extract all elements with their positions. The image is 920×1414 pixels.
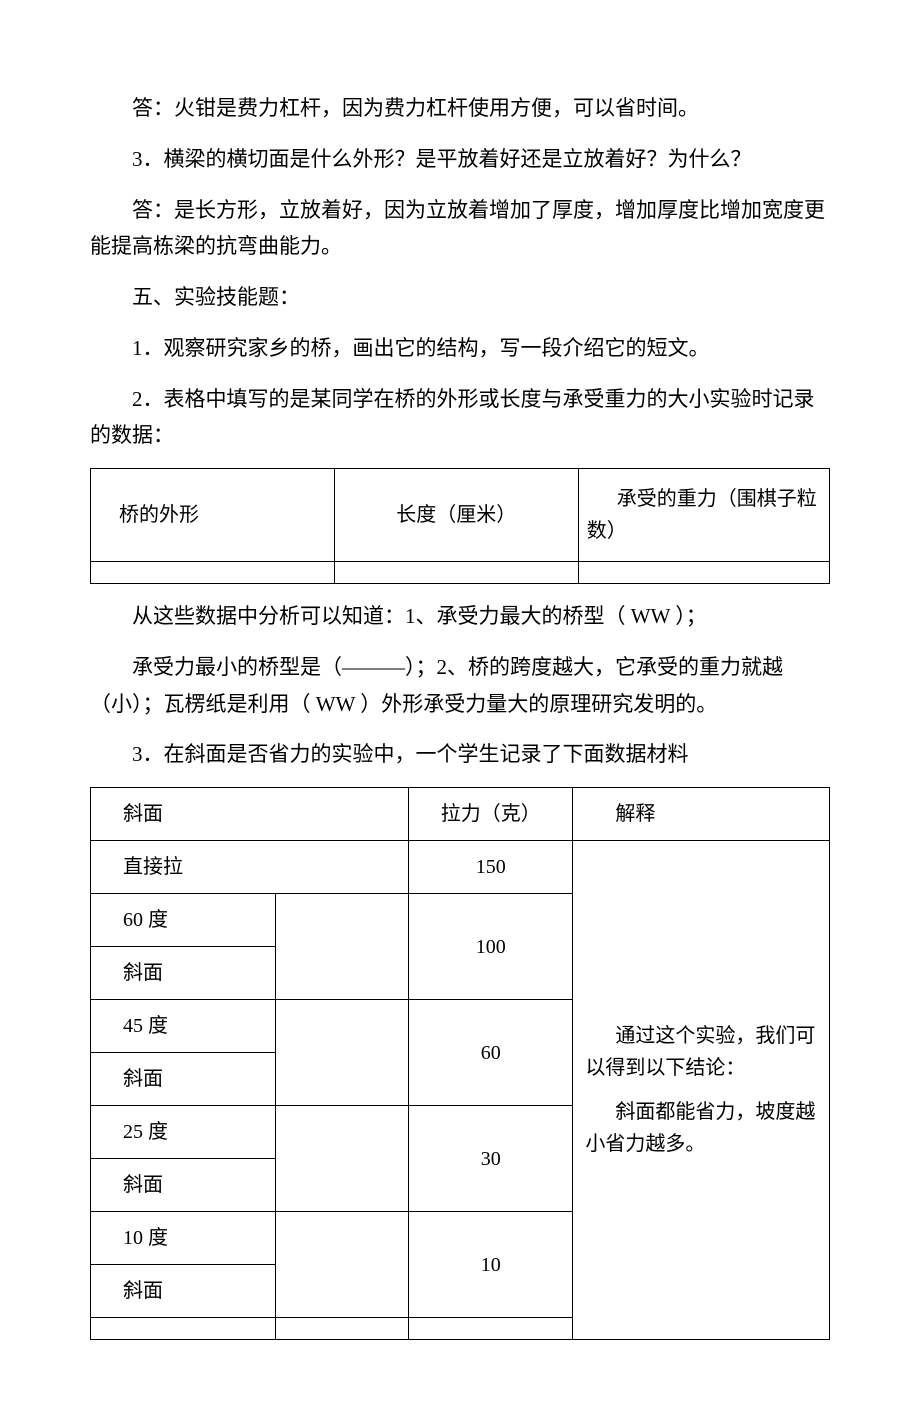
cell-force-100: 100	[409, 894, 573, 1000]
col-incline: 斜面	[91, 788, 409, 841]
cell-force-30: 30	[409, 1106, 573, 1212]
cell-10deg-b: 斜面	[91, 1265, 276, 1318]
analysis-line-1: 从这些数据中分析可以知道：1、承受力最大的桥型（ WW ）；	[90, 598, 830, 635]
cell-45deg-a: 45 度	[91, 1000, 276, 1053]
col-explain: 解释	[573, 788, 830, 841]
cell-25deg-a: 25 度	[91, 1106, 276, 1159]
cell-empty	[578, 562, 829, 584]
cell-force-60: 60	[409, 1000, 573, 1106]
col-force: 拉力（克）	[409, 788, 573, 841]
bridge-shape-table: 桥的外形 长度（厘米） 承受的重力（围棋子粒数）	[90, 468, 830, 584]
incline-force-table: 斜面 拉力（克） 解释 直接拉 150 通过这个实验，我们可以得到以下结论： 斜…	[90, 787, 830, 1340]
cell-blank	[275, 894, 408, 1000]
cell-force-150: 150	[409, 841, 573, 894]
col-bridge-shape: 桥的外形	[91, 469, 335, 562]
cell-60deg-b: 斜面	[91, 947, 276, 1000]
answer-para-1: 答：火钳是费力杠杆，因为费力杠杆使用方便，可以省时间。	[90, 90, 830, 127]
task-5-3: 3．在斜面是否省力的实验中，一个学生记录了下面数据材料	[90, 736, 830, 773]
task-5-1: 1．观察研究家乡的桥，画出它的结构，写一段介绍它的短文。	[90, 330, 830, 367]
cell-empty	[409, 1318, 573, 1340]
answer-para-3: 答：是长方形，立放着好，因为立放着增加了厚度，增加厚度比增加宽度更能提高栋梁的抗…	[90, 192, 830, 266]
explanation-line-2: 斜面都能省力，坡度越小省力越多。	[585, 1096, 817, 1160]
task-5-2: 2．表格中填写的是某同学在桥的外形或长度与承受重力的大小实验时记录的数据：	[90, 381, 830, 455]
cell-blank	[275, 1000, 408, 1106]
cell-empty	[91, 562, 335, 584]
cell-60deg-a: 60 度	[91, 894, 276, 947]
cell-explanation: 通过这个实验，我们可以得到以下结论： 斜面都能省力，坡度越小省力越多。	[573, 841, 830, 1340]
analysis-line-2: 承受力最小的桥型是（———）；2、桥的跨度越大，它承受的重力就越（小）；瓦楞纸是…	[90, 649, 830, 723]
cell-direct: 直接拉	[91, 841, 409, 894]
table-header-row: 斜面 拉力（克） 解释	[91, 788, 830, 841]
explanation-line-1: 通过这个实验，我们可以得到以下结论：	[585, 1020, 817, 1084]
table-header-row: 桥的外形 长度（厘米） 承受的重力（围棋子粒数）	[91, 469, 830, 562]
question-3: 3．横梁的横切面是什么外形？是平放着好还是立放着好？为什么？	[90, 141, 830, 178]
cell-empty	[91, 1318, 276, 1340]
cell-10deg-a: 10 度	[91, 1212, 276, 1265]
table-row: 直接拉 150 通过这个实验，我们可以得到以下结论： 斜面都能省力，坡度越小省力…	[91, 841, 830, 894]
cell-45deg-b: 斜面	[91, 1053, 276, 1106]
cell-25deg-b: 斜面	[91, 1159, 276, 1212]
section-5-heading: 五、实验技能题：	[90, 279, 830, 316]
cell-empty	[334, 562, 578, 584]
col-length: 长度（厘米）	[334, 469, 578, 562]
col-weight: 承受的重力（围棋子粒数）	[578, 469, 829, 562]
cell-empty	[275, 1318, 408, 1340]
table-empty-row	[91, 562, 830, 584]
cell-blank	[275, 1106, 408, 1212]
